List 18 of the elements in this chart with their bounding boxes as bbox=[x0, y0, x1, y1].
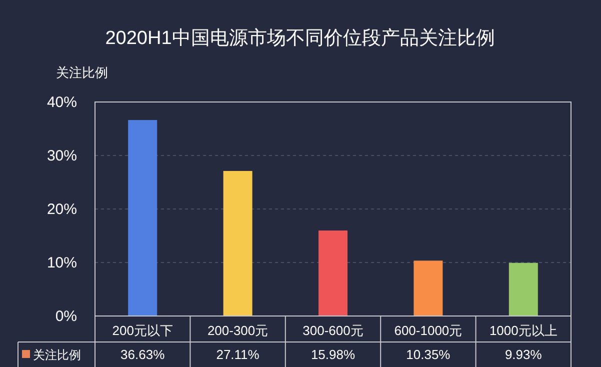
x-tick-label: 1000元以上 bbox=[489, 323, 558, 338]
x-tick-label: 200元以下 bbox=[112, 323, 173, 338]
x-tick-label: 300-600元 bbox=[302, 323, 364, 338]
y-tick-label: 40% bbox=[46, 94, 77, 111]
data-label: 9.93% bbox=[504, 347, 542, 362]
x-tick-label: 200-300元 bbox=[207, 323, 268, 338]
data-label: 27.11% bbox=[216, 347, 260, 362]
text: 关注比例 bbox=[33, 348, 81, 362]
data-label: 15.98% bbox=[310, 347, 356, 362]
x-tick-label: 600-1000元 bbox=[394, 323, 462, 338]
y-tick-label: 0% bbox=[55, 308, 77, 325]
y-tick-label: 30% bbox=[46, 148, 77, 164]
data-label: 10.35% bbox=[406, 347, 451, 362]
y-tick-label: 20% bbox=[46, 201, 77, 218]
data-label: 36.63% bbox=[120, 347, 166, 362]
chart-title: 2020H1中国电源市场不同价位段产品关注比例 bbox=[105, 27, 495, 49]
y-axis-title: 关注比例 bbox=[56, 65, 108, 80]
y-tick-label: 10% bbox=[46, 254, 77, 272]
